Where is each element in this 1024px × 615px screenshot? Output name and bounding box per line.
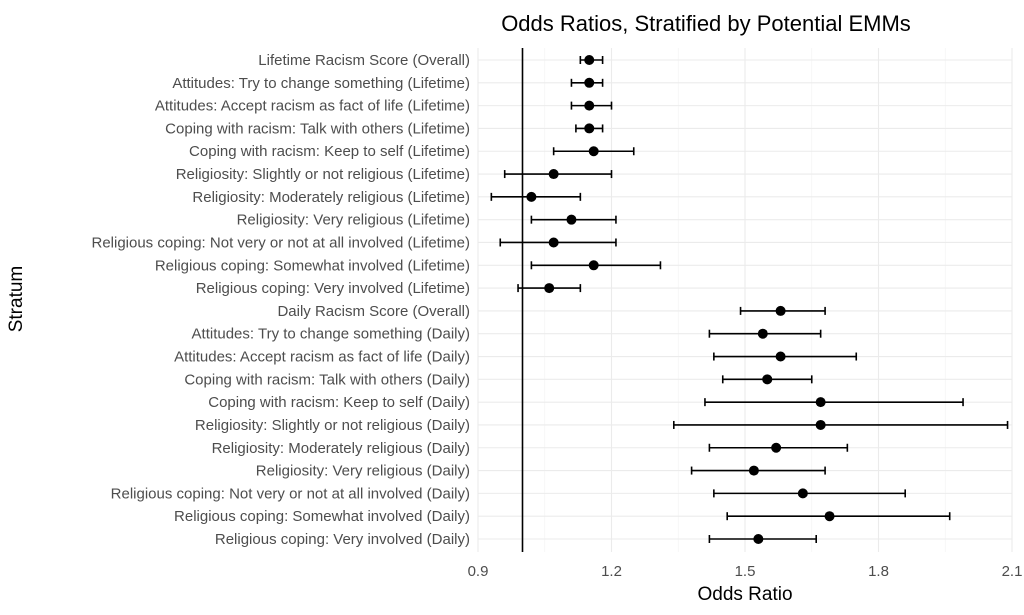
- x-tick-label: 1.2: [601, 563, 622, 580]
- y-category-label: Religious coping: Somewhat involved (Lif…: [155, 257, 470, 274]
- x-tick-label: 2.1: [1002, 563, 1023, 580]
- x-tick-label: 0.9: [468, 563, 489, 580]
- data-point: [771, 442, 782, 453]
- y-category-label: Attitudes: Try to change something (Life…: [172, 75, 470, 92]
- data-point: [526, 191, 537, 202]
- y-category-label: Religious coping: Not very or not at all…: [91, 234, 470, 251]
- y-category-label: Attitudes: Try to change something (Dail…: [192, 326, 470, 343]
- data-point: [588, 260, 599, 271]
- data-point: [548, 169, 559, 180]
- data-point: [544, 283, 555, 294]
- y-category-label: Religiosity: Moderately religious (Daily…: [212, 440, 470, 457]
- x-tick-label: 1.5: [735, 563, 756, 580]
- y-category-label: Religiosity: Slightly or not religious (…: [195, 417, 470, 434]
- y-axis-title: Stratum: [6, 266, 27, 333]
- y-category-label: Religiosity: Moderately religious (Lifet…: [192, 189, 470, 206]
- data-point: [584, 77, 595, 88]
- data-point: [775, 305, 786, 316]
- y-category-label: Religious coping: Not very or not at all…: [111, 485, 470, 502]
- data-point: [815, 397, 826, 408]
- data-point: [584, 100, 595, 111]
- y-category-label: Religiosity: Slightly or not religious (…: [176, 166, 470, 183]
- y-category-label: Religious coping: Very involved (Daily): [215, 531, 470, 548]
- data-point: [566, 214, 577, 225]
- data-point: [548, 237, 559, 248]
- y-category-label: Religious coping: Somewhat involved (Dai…: [174, 508, 470, 525]
- data-point: [815, 419, 826, 430]
- y-category-label: Religious coping: Very involved (Lifetim…: [196, 280, 470, 297]
- data-point: [824, 511, 835, 522]
- data-point: [584, 55, 595, 65]
- data-point: [588, 146, 599, 157]
- data-point: [762, 374, 773, 385]
- plot-area: 0.9 1.2 1.5 1.8 2.1 Lifetime Racism Score (Ov…: [91, 48, 1022, 580]
- data-point: [775, 351, 786, 362]
- x-tick-label: 1.8: [868, 563, 889, 580]
- x-axis-title: Odds Ratio: [697, 584, 792, 605]
- data-point: [753, 534, 764, 544]
- y-category-label: Daily Racism Score (Overall): [277, 303, 470, 320]
- y-category-label: Coping with racism: Talk with others (Li…: [165, 120, 470, 137]
- data-point: [748, 465, 759, 476]
- y-category-label: Coping with racism: Keep to self (Daily): [208, 394, 470, 411]
- y-category-label: Attitudes: Accept racism as fact of life…: [174, 349, 470, 366]
- y-category-label: Attitudes: Accept racism as fact of life…: [155, 98, 470, 115]
- y-category-label: Religiosity: Very religious (Daily): [256, 463, 470, 480]
- y-category-label: Coping with racism: Keep to self (Lifeti…: [189, 143, 470, 160]
- data-point: [797, 488, 808, 499]
- y-category-label: Lifetime Racism Score (Overall): [258, 52, 470, 69]
- chart-title: Odds Ratios, Stratified by Potential EMM…: [501, 11, 911, 36]
- y-category-label: Religiosity: Very religious (Lifetime): [237, 212, 470, 229]
- data-point: [757, 328, 768, 339]
- y-category-label: Coping with racism: Talk with others (Da…: [184, 371, 470, 388]
- data-point: [584, 123, 595, 134]
